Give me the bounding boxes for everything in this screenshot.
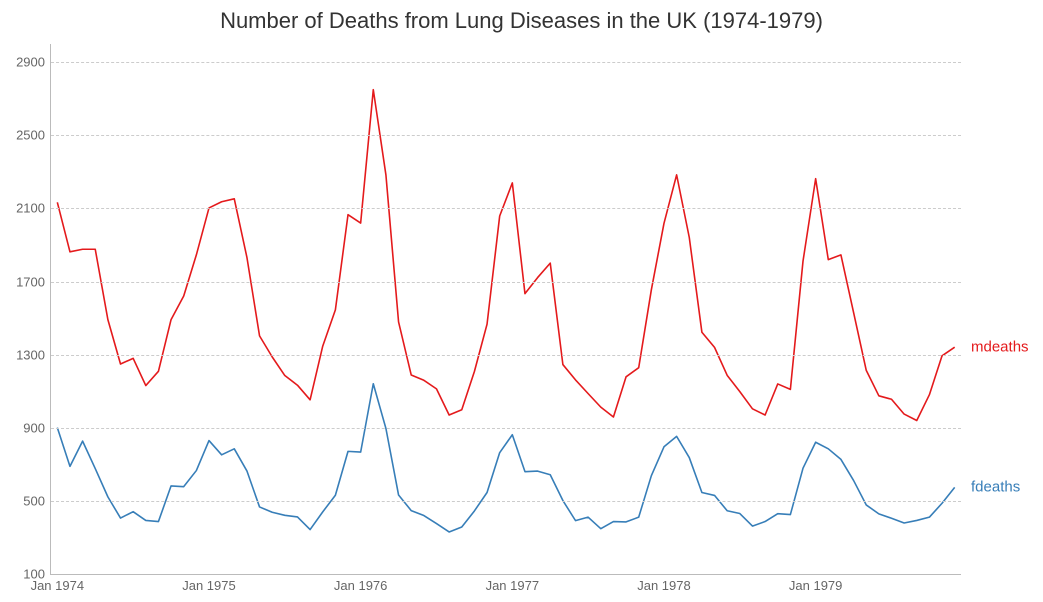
chart-lines: [51, 44, 961, 574]
chart-title: Number of Deaths from Lung Diseases in t…: [0, 8, 1043, 34]
y-tick-label: 2500: [16, 128, 51, 143]
plot-area: 10050090013001700210025002900Jan 1974Jan…: [50, 44, 961, 575]
x-tick-label: Jan 1974: [31, 574, 85, 593]
y-tick-label: 1300: [16, 347, 51, 362]
series-label-mdeaths: mdeaths: [971, 339, 1029, 356]
gridline: [51, 282, 961, 283]
y-tick-label: 1700: [16, 274, 51, 289]
x-tick-label: Jan 1979: [789, 574, 843, 593]
gridline: [51, 355, 961, 356]
x-tick-label: Jan 1975: [182, 574, 236, 593]
x-tick-label: Jan 1976: [334, 574, 388, 593]
x-tick-label: Jan 1978: [637, 574, 691, 593]
series-label-fdeaths: fdeaths: [971, 479, 1020, 496]
gridline: [51, 62, 961, 63]
y-tick-label: 2100: [16, 201, 51, 216]
chart-container: Number of Deaths from Lung Diseases in t…: [0, 0, 1043, 602]
gridline: [51, 501, 961, 502]
x-tick-label: Jan 1977: [486, 574, 540, 593]
gridline: [51, 208, 961, 209]
y-tick-label: 900: [23, 420, 51, 435]
series-line-mdeaths: [57, 90, 954, 421]
series-line-fdeaths: [57, 384, 954, 532]
gridline: [51, 428, 961, 429]
y-tick-label: 500: [23, 493, 51, 508]
y-tick-label: 2900: [16, 55, 51, 70]
gridline: [51, 135, 961, 136]
